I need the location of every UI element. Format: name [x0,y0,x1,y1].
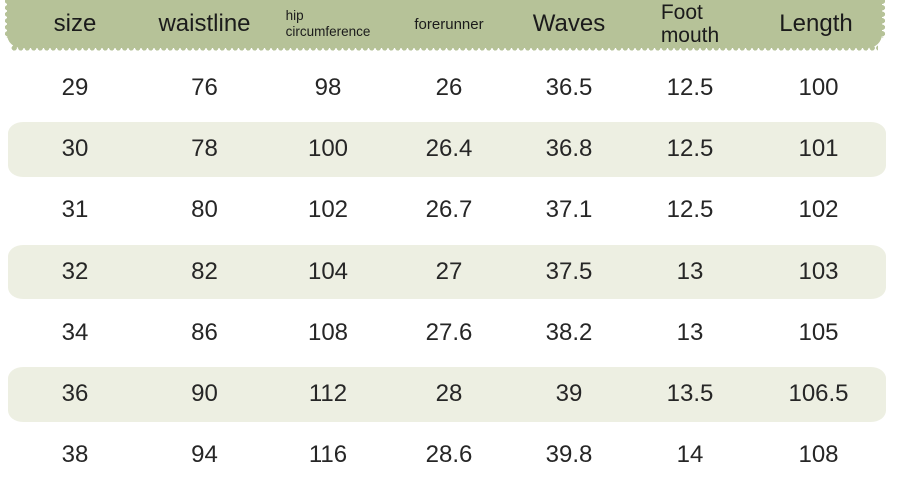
column-header-waistline: waistline [158,10,251,37]
table-cell: 112 [308,380,348,408]
table-cell: 12.5 [666,73,714,101]
table-cell: 27.6 [425,318,473,346]
table-cell: 38 [61,441,89,469]
table-cell: 100 [307,134,349,162]
column-header-size: size [53,10,97,37]
header-line: Foot [660,0,703,24]
table-cell: 36.5 [545,73,593,101]
table-cell: 86 [191,318,218,346]
table-cell: 28.6 [425,441,473,469]
column-header-waves: Waves [532,10,606,37]
table-cell: 27 [435,257,463,285]
table-cell: 98 [314,73,342,101]
table-cell: 37.5 [545,257,593,285]
table-cell: 100 [798,73,839,101]
table-cell: 32 [61,257,89,285]
table-cell: 26 [435,73,463,101]
table-row: 36 90 112 28 39 13.5 106.5 [8,363,886,424]
table-cell: 101 [798,134,839,162]
table-cell: 30 [61,134,89,162]
table-cell: 76 [191,73,218,101]
table-cell: 102 [798,196,839,224]
table-cell: 102 [307,196,349,224]
column-header-foot-mouth: Foot mouth [629,1,751,47]
table-header: size waistline hip circumference forerun… [3,0,886,52]
table-cell: 13.5 [666,380,714,408]
table-cell: 82 [191,257,218,285]
column-header-hip-circumference: hip circumference [267,8,389,40]
table-cell: 105 [798,318,839,346]
table-cell: 90 [191,380,218,408]
table-cell: 80 [191,196,218,224]
table-row: 32 82 104 27 37.5 13 103 [8,241,886,302]
table-row: 29 76 98 26 36.5 12.5 100 [8,57,886,118]
table-body: 29 76 98 26 36.5 12.5 100 30 78 100 26.4 36.8 12.5 10… [8,57,886,486]
table-row: 34 86 108 27.6 38.2 13 105 [8,302,886,363]
table-cell: 28 [435,380,463,408]
table-cell: 116 [308,441,348,469]
table-row: 38 94 116 28.6 39.8 14 108 [8,425,886,486]
table-cell: 39 [555,380,583,408]
table-cell: 108 [798,441,839,469]
table-cell: 103 [798,257,839,285]
table-cell: 38.2 [545,318,593,346]
table-cell: 12.5 [666,196,714,224]
table-cell: 108 [307,318,349,346]
table-row: 30 78 100 26.4 36.8 12.5 101 [8,118,886,179]
table-cell: 13 [676,318,704,346]
table-cell: 39.8 [545,441,593,469]
table-cell: 31 [61,196,89,224]
table-cell: 34 [61,318,89,346]
table-cell: 14 [676,441,704,469]
table-cell: 29 [61,73,89,101]
table-cell: 106.5 [788,380,849,408]
table-cell: 36.8 [545,134,593,162]
table-cell: 94 [191,441,218,469]
header-row: size waistline hip circumference forerun… [8,0,881,48]
table-cell: 36 [61,380,89,408]
column-header-length: Length [779,10,853,37]
header-line: circumference [285,24,371,39]
table-cell: 78 [191,134,218,162]
table-cell: 26.4 [425,134,473,162]
table-cell: 12.5 [666,134,714,162]
header-line: hip [285,8,304,24]
table-cell: 13 [676,257,704,285]
table-cell: 26.7 [425,196,473,224]
table-row: 31 80 102 26.7 37.1 12.5 102 [8,180,886,241]
header-line: mouth [660,24,720,47]
column-header-forerunner: forerunner [414,15,484,33]
table-cell: 104 [307,257,349,285]
table-cell: 37.1 [545,196,593,224]
